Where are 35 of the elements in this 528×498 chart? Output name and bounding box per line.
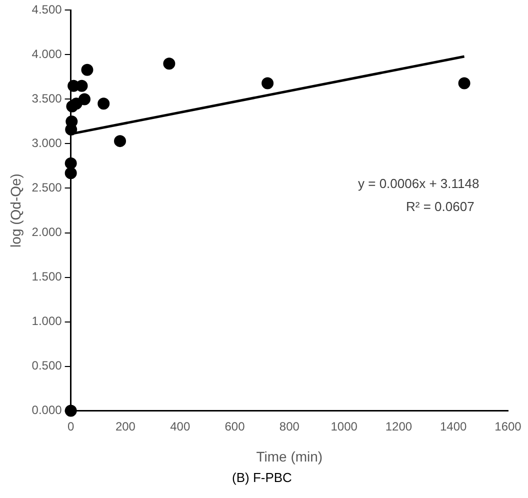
point xyxy=(163,58,176,70)
y-tick-label: 0.500 xyxy=(32,358,62,373)
annotation: y = 0.0006x + 3.1148 xyxy=(358,176,480,191)
x-tick-label: 200 xyxy=(115,419,136,434)
point xyxy=(64,404,77,417)
y-tick-label: 4.000 xyxy=(32,47,62,62)
annotation: R² = 0.0607 xyxy=(406,199,474,214)
point xyxy=(98,98,110,110)
y-tick-label: 4.500 xyxy=(32,2,62,17)
point xyxy=(64,157,77,170)
x-tick-label: 1200 xyxy=(385,419,412,434)
x-tick-label: 0 xyxy=(67,419,74,434)
point xyxy=(458,77,470,90)
y-tick-label: 2.000 xyxy=(32,225,62,240)
x-tick-label: 1000 xyxy=(330,419,358,434)
text: (B) F-PBC xyxy=(232,470,292,485)
point xyxy=(78,93,90,106)
x-axis-title: Time (min) xyxy=(256,448,323,464)
point xyxy=(64,167,77,180)
point xyxy=(66,115,78,128)
y-tick-label: 1.500 xyxy=(32,270,62,284)
y-tick-label: 2.500 xyxy=(32,180,62,195)
point xyxy=(114,135,126,148)
y-axis-title: log (Qd-Qe) xyxy=(7,174,24,248)
y-tick-label: 1.000 xyxy=(32,314,62,328)
x-tick-label: 1400 xyxy=(440,419,468,434)
y-tick-label: 0.000 xyxy=(32,403,62,418)
x-tick-label: 800 xyxy=(279,419,300,434)
y-tick-label: 3.500 xyxy=(32,92,62,106)
x-tick-label: 600 xyxy=(224,419,246,434)
point xyxy=(81,64,94,76)
x-tick-label: 400 xyxy=(170,419,190,434)
x-tick-label: 1600 xyxy=(494,419,522,434)
y-tick-label: 3.000 xyxy=(32,136,62,150)
point xyxy=(262,77,274,90)
